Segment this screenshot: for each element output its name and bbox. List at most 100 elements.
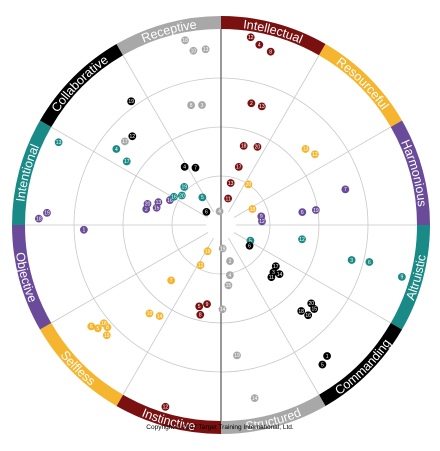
data-point-marker: [167, 276, 176, 285]
data-point: 6: [365, 258, 374, 266]
data-point: 19: [43, 208, 51, 217]
data-point: 18: [248, 205, 257, 213]
data-point: 20: [143, 200, 152, 208]
data-point: 17: [271, 262, 280, 271]
data-point: 16: [304, 311, 313, 320]
data-point-marker: [226, 179, 235, 187]
data-point-label: 16: [171, 195, 177, 201]
data-point-label: 19: [128, 99, 134, 105]
data-point-label: 13: [56, 140, 62, 146]
data-point-marker: [177, 191, 186, 200]
data-point-label: 8: [199, 313, 202, 319]
data-point-marker: [127, 97, 136, 106]
data-point-marker: [248, 205, 257, 213]
data-point-label: 15: [104, 333, 110, 339]
data-point-marker: [311, 150, 319, 159]
data-point-marker: [187, 101, 196, 110]
data-point-label: 14: [277, 272, 283, 278]
data-point-label: 10: [191, 49, 197, 55]
data-point-label: 3: [350, 258, 353, 264]
data-point-label: 7: [194, 166, 197, 172]
data-point: 12: [196, 261, 205, 270]
data-point-marker: [267, 273, 276, 282]
data-point-label: 16: [305, 313, 311, 319]
ring-segment-objective: [12, 225, 52, 330]
data-point-label: 17: [124, 159, 130, 165]
data-point-label: 14: [220, 307, 226, 313]
data-point-label: 6: [90, 324, 93, 330]
data-point-label: 7: [170, 278, 173, 284]
data-point: 4: [112, 145, 121, 153]
data-point-marker: [161, 402, 170, 411]
data-point-label: 10: [147, 311, 153, 317]
data-point-marker: [318, 360, 327, 369]
data-point-label: 5: [201, 195, 204, 201]
data-point-marker: [271, 262, 280, 271]
data-point-label: 12: [198, 263, 204, 269]
data-point-label: 20: [145, 202, 151, 208]
data-point: 4: [180, 162, 189, 171]
data-point-label: 4: [218, 209, 221, 215]
data-point-label: 2: [229, 259, 232, 265]
data-point-marker: [298, 208, 307, 217]
data-point-label: 4: [115, 147, 118, 153]
ring-segment-collaborative: [40, 44, 124, 128]
data-point-label: 5: [96, 326, 99, 332]
data-point: 11: [267, 273, 276, 282]
data-point-marker: [341, 185, 350, 194]
data-point-marker: [255, 40, 264, 49]
data-point: 13: [154, 198, 163, 207]
data-point-marker: [225, 271, 234, 280]
data-point-marker: [310, 305, 319, 313]
data-point: 13: [301, 145, 310, 153]
data-point-marker: [234, 162, 243, 171]
data-point-marker: [79, 225, 88, 234]
ring-segment-intentional: [12, 120, 52, 225]
data-point-label: 2: [145, 207, 148, 213]
data-point: 17: [122, 157, 131, 166]
data-point: 1: [79, 225, 88, 234]
data-point-label: 13: [203, 47, 209, 53]
data-point-marker: [311, 206, 320, 214]
data-point-label: 17: [273, 264, 279, 270]
data-point: 7: [191, 163, 200, 172]
data-point: 19: [218, 244, 227, 253]
data-point-marker: [301, 145, 310, 153]
data-point: 4: [225, 271, 234, 280]
data-point-label: 4: [258, 43, 261, 49]
grid-spoke: [51, 232, 209, 324]
data-point-marker: [247, 99, 256, 108]
data-point: 13: [201, 45, 210, 54]
data-point: 16: [170, 192, 178, 201]
data-point-marker: [201, 45, 210, 54]
data-point-marker: [122, 157, 131, 166]
data-point: 7: [167, 276, 176, 285]
data-point-marker: [224, 281, 233, 290]
data-point: 6: [245, 241, 254, 250]
data-point: 1: [323, 352, 331, 360]
data-point-marker: [54, 138, 63, 147]
data-point-marker: [304, 311, 313, 320]
data-point: 11: [224, 194, 233, 203]
data-point: 12: [128, 132, 137, 141]
data-point: 19: [203, 247, 212, 256]
data-point: 9: [203, 300, 211, 309]
data-point-label: 8: [269, 49, 272, 55]
data-point-marker: [244, 180, 253, 189]
data-point-label: 13: [156, 200, 162, 206]
data-point: 12: [311, 150, 319, 159]
data-point-label: 20: [246, 182, 252, 188]
grid-spoke: [228, 237, 320, 395]
data-point: 8: [187, 101, 196, 110]
data-point: 8: [196, 310, 205, 319]
data-point: 14: [275, 270, 284, 279]
data-point: 19: [311, 206, 320, 214]
data-point: 15: [102, 331, 111, 340]
data-point: 19: [180, 183, 189, 191]
data-point-marker: [347, 256, 356, 264]
data-point-marker: [120, 137, 129, 146]
data-point-label: 12: [163, 405, 169, 411]
data-point: 14: [218, 305, 227, 314]
